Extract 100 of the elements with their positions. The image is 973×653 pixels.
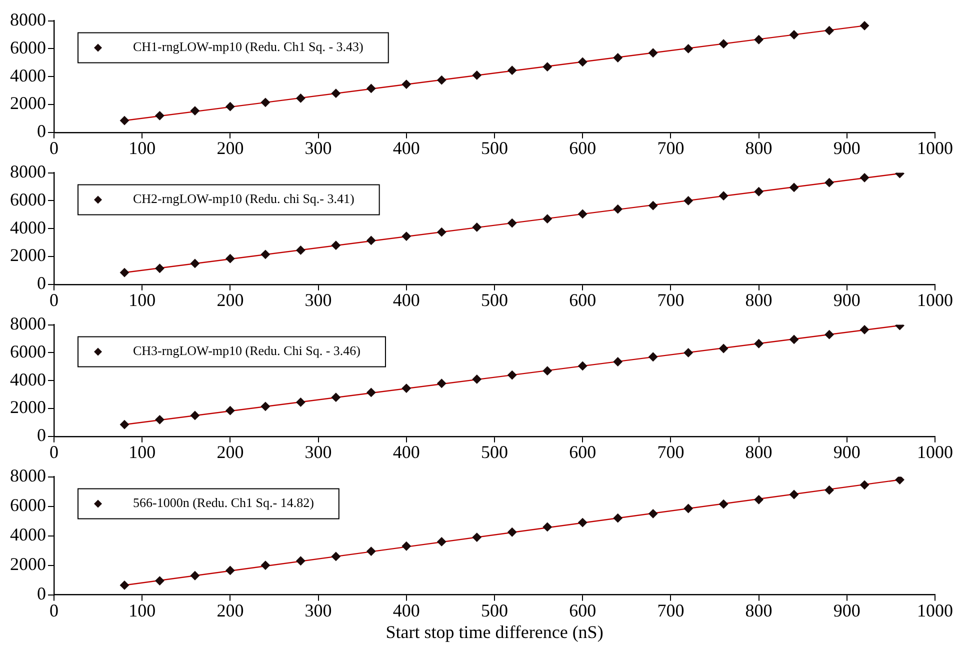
point: [155, 576, 164, 586]
y-tick-label: 2000: [10, 397, 46, 418]
x-tick-label: 500: [481, 138, 508, 158]
point: [120, 268, 129, 278]
point: [824, 330, 834, 340]
x-tick-label: 0: [50, 290, 58, 310]
x-tick-label: 100: [128, 290, 156, 310]
point: [508, 66, 517, 75]
x-tick-label: 400: [392, 442, 420, 462]
point: [155, 415, 164, 424]
point: [437, 76, 446, 85]
point: [542, 62, 552, 72]
point: [331, 240, 340, 250]
point: [331, 392, 340, 402]
point: [260, 98, 270, 107]
x-tick-label: 600: [569, 442, 596, 462]
point: [860, 480, 870, 490]
point: [754, 495, 764, 504]
point: [684, 504, 693, 514]
point: [860, 21, 870, 30]
point: [402, 232, 411, 241]
point: [120, 420, 129, 430]
point: [437, 228, 446, 237]
y-tick-label: 6000: [10, 495, 46, 516]
y-tick-label: 0: [37, 273, 46, 294]
point: [190, 571, 200, 580]
x-tick-label: 800: [745, 442, 772, 462]
point: [366, 546, 376, 556]
x-tick-label: 900: [833, 138, 860, 158]
point: [648, 352, 658, 362]
point: [155, 264, 164, 273]
point: [824, 26, 834, 36]
point: [613, 204, 622, 214]
y-tick-label: 0: [37, 121, 46, 142]
legend-label: CH3-rngLOW-mp10 (Redu. Chi Sq. - 3.46): [133, 343, 360, 358]
x-tick-label: 400: [392, 600, 420, 620]
point: [260, 402, 270, 411]
point: [719, 500, 728, 509]
y-tick-label: 8000: [10, 466, 46, 486]
x-tick-label: 500: [481, 442, 508, 462]
point: [508, 528, 517, 537]
y-tick-label: 8000: [10, 162, 46, 182]
y-tick-label: 4000: [10, 369, 46, 390]
x-tick-label: 200: [216, 600, 244, 620]
point: [648, 509, 658, 518]
x-tick-label: 700: [657, 290, 684, 310]
point: [402, 80, 411, 89]
x-tick-label: 900: [833, 290, 860, 310]
point: [578, 518, 588, 528]
point: [754, 339, 764, 348]
x-tick-label: 0: [50, 138, 58, 158]
point: [472, 374, 482, 384]
y-tick-label: 6000: [10, 189, 46, 210]
x-tick-label: 0: [50, 442, 58, 462]
x-tick-label: 1000: [917, 290, 953, 310]
point: [190, 106, 200, 116]
point: [331, 552, 340, 561]
x-tick-label: 300: [304, 600, 332, 620]
x-tick-label: 800: [745, 600, 772, 620]
point: [366, 388, 376, 397]
x-tick-label: 500: [481, 600, 508, 620]
point: [366, 84, 376, 93]
point: [719, 344, 728, 354]
point: [578, 57, 588, 66]
x-tick-label: 400: [392, 290, 420, 310]
point: [824, 486, 834, 495]
y-tick-label: 6000: [10, 341, 46, 362]
x-tick-label: 600: [569, 600, 596, 620]
x-tick-label: 0: [50, 600, 58, 620]
point: [472, 532, 482, 542]
x-tick-label: 900: [833, 442, 860, 462]
x-tick-label: 400: [392, 138, 420, 158]
point: [613, 53, 622, 62]
point: [508, 218, 517, 228]
point: [120, 580, 129, 590]
point: [402, 384, 411, 393]
x-tick-label: 600: [569, 290, 596, 310]
y-tick-label: 2000: [10, 554, 46, 574]
x-tick-label: 700: [657, 138, 684, 158]
point: [895, 476, 904, 484]
point: [155, 111, 164, 120]
y-tick-label: 8000: [10, 314, 46, 334]
point: [296, 398, 306, 407]
point: [296, 246, 306, 255]
x-tick-label: 100: [128, 442, 156, 462]
point: [542, 522, 552, 532]
y-tick-label: 0: [37, 584, 46, 604]
point: [542, 214, 552, 224]
point: [648, 48, 658, 58]
x-tick-label: 600: [569, 138, 596, 158]
point: [226, 566, 235, 575]
x-tick-label: 1000: [917, 138, 953, 158]
legend-label: 566-1000n (Redu. Ch1 Sq.- 14.82): [133, 495, 314, 510]
y-tick-label: 4000: [10, 524, 46, 545]
x-axis-title: Start stop time difference (nS): [386, 622, 604, 642]
point: [754, 187, 764, 196]
y-tick-label: 4000: [10, 65, 46, 86]
point: [684, 348, 693, 358]
point: [684, 196, 693, 206]
x-tick-label: 100: [128, 600, 156, 620]
